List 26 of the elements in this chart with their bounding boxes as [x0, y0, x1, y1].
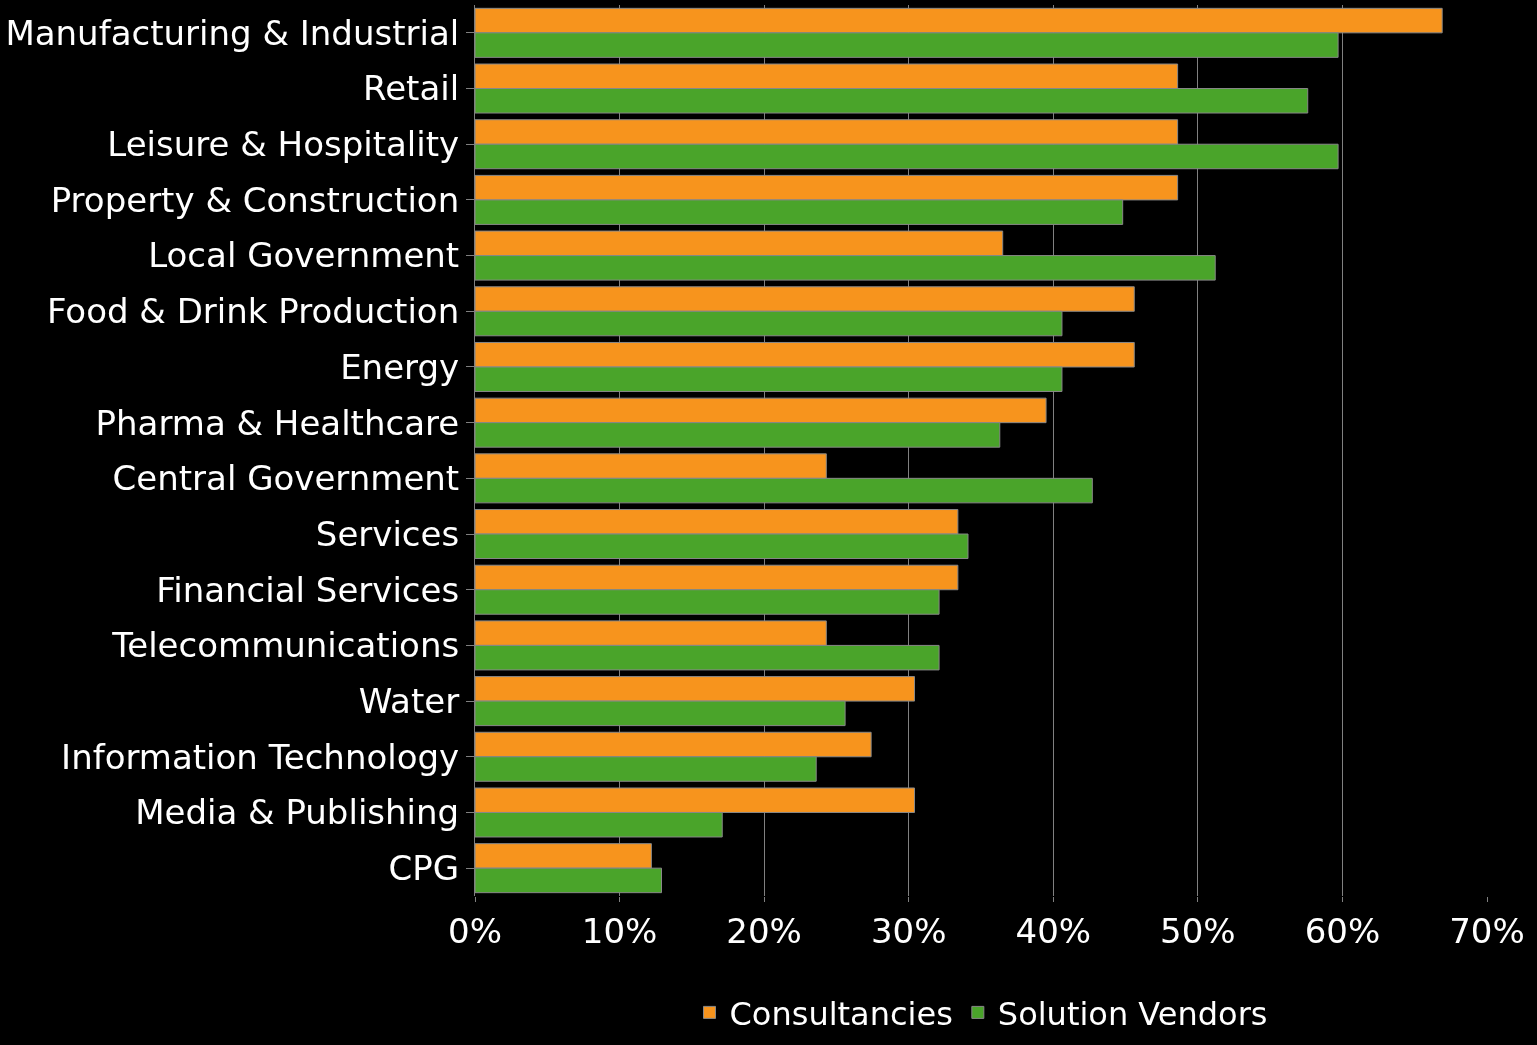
y-tick-label: Information Technology [61, 736, 460, 777]
y-tick-label: Property & Construction [50, 179, 460, 220]
legend-label: Consultancies [729, 994, 953, 1033]
y-tick-label: Manufacturing & Industrial [5, 12, 460, 53]
y-tick-label: Retail [363, 68, 460, 109]
x-tick-label: 40% [1015, 910, 1092, 951]
y-tick-label: Water [358, 680, 460, 721]
x-tick-label: 60% [1304, 910, 1381, 951]
x-tick-label: 0% [448, 910, 502, 951]
y-tick-label: Telecommunications [111, 625, 460, 666]
y-tick-label: CPG [388, 848, 460, 889]
y-tick-label: Food & Drink Production [47, 291, 460, 332]
x-tick-label: 70% [1449, 910, 1525, 951]
x-tick-label: 20% [726, 910, 802, 951]
x-tick-label: 50% [1160, 910, 1236, 951]
y-tick-label: Financial Services [156, 569, 460, 610]
x-tick-label: 10% [581, 910, 658, 951]
legend-label: Solution Vendors [997, 994, 1268, 1033]
y-tick-label: Services [315, 513, 460, 554]
y-tick-label: Pharma & Healthcare [95, 402, 460, 443]
y-tick-label: Local Government [148, 235, 460, 276]
y-tick-label: Energy [340, 346, 460, 387]
y-tick-label: Central Government [112, 458, 460, 499]
y-tick-label: Media & Publishing [135, 792, 460, 833]
x-tick-label: 30% [870, 910, 947, 951]
y-tick-label: Leisure & Hospitality [107, 124, 460, 165]
